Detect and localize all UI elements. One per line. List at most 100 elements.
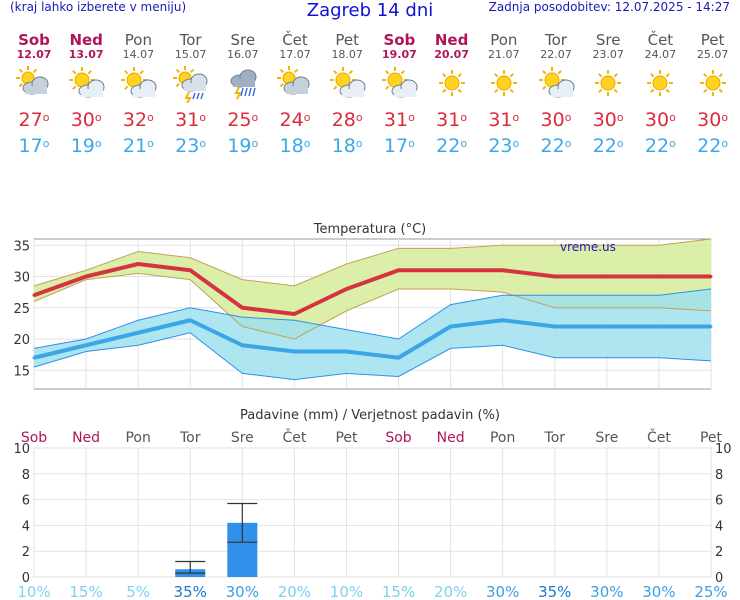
x-day-label: Sre — [231, 430, 254, 446]
probability-label: 35% — [174, 583, 207, 600]
y-tick-label-right: 0 — [715, 571, 723, 586]
min-temp: 21o — [122, 135, 154, 157]
min-temp-point — [188, 318, 192, 322]
chart-title: Padavine (mm) / Verjetnost padavin (%) — [240, 408, 500, 423]
day-column: Čet 24.07 30o 22o — [634, 31, 686, 158]
x-day-label: Sre — [595, 430, 618, 446]
min-temp-point — [501, 318, 505, 322]
max-band-edge — [33, 238, 712, 287]
day-date: 15.07 — [174, 48, 207, 61]
max-temp-point — [32, 293, 36, 297]
day-name: Ned — [69, 31, 103, 49]
max-temp-point — [188, 268, 192, 272]
day-name: Pet — [335, 31, 359, 49]
day-name: Tor — [545, 31, 567, 49]
min-temp-point — [136, 331, 140, 335]
min-temp: 23o — [488, 135, 520, 157]
min-temp-point — [32, 356, 36, 360]
location-hint[interactable]: (kraj lahko izberete v meniju) — [10, 0, 187, 14]
day-date: 18.07 — [331, 48, 363, 61]
x-day-label: Tor — [179, 430, 201, 446]
min-temp-point — [553, 325, 557, 328]
day-date: 24.07 — [644, 48, 677, 61]
max-temp: 24o — [279, 109, 311, 131]
day-column: Tor 22.07 30o 22o — [530, 32, 582, 157]
last-update: Zadnja posodobitev: 12.07.2025 - 14:27 — [488, 0, 730, 14]
max-temp-line — [33, 262, 711, 316]
max-temp: 30o — [592, 109, 624, 131]
min-temp: 22o — [697, 135, 729, 157]
min-temp: 22o — [592, 135, 624, 157]
day-name: Tor — [179, 31, 202, 49]
min-temp: 22o — [540, 135, 572, 157]
probability-label: 25% — [694, 583, 727, 600]
y-tick-label: 20 — [13, 333, 30, 348]
min-temp-line — [33, 318, 711, 360]
max-temp: 31o — [436, 109, 468, 131]
max-temp-point — [397, 268, 401, 272]
max-temp-point — [605, 275, 609, 278]
sun-cloud-icon — [330, 67, 366, 98]
min-temp: 22o — [436, 135, 468, 157]
min-temp-point — [657, 325, 661, 328]
sun-icon — [438, 70, 465, 96]
max-temp-point — [136, 262, 140, 266]
max-temp-point — [709, 275, 713, 278]
max-temp-point — [553, 275, 557, 278]
day-column: Pet 18.07 28o 18o — [321, 32, 373, 157]
max-temp: 25o — [227, 109, 259, 131]
day-column: Sob 12.07 27o 17o — [8, 32, 60, 157]
day-date: 13.07 — [68, 48, 104, 61]
max-temp: 31o — [175, 109, 207, 131]
min-temp: 19o — [70, 135, 102, 157]
x-day-label: Pet — [700, 430, 723, 446]
max-temp: 28o — [331, 109, 363, 131]
max-temp-point — [344, 287, 348, 291]
plot-area — [33, 447, 712, 578]
day-column: Sre 23.07 30o 22o — [582, 31, 634, 158]
day-column: Tor 15.07 31o 23o — [165, 32, 217, 157]
min-temp-point — [344, 350, 348, 353]
precipitation-chart: Padavine (mm) / Verjetnost padavin (%) So… — [13, 408, 731, 600]
day-column: Čet 17.07 24o 18o — [269, 32, 321, 157]
y-tick-label: 15 — [13, 364, 30, 379]
probability-label: 30% — [590, 583, 623, 600]
sun-icon — [647, 70, 674, 96]
min-temp-point — [397, 356, 401, 360]
min-temp: 17o — [18, 135, 50, 157]
max-temp: 30o — [70, 109, 102, 131]
day-name: Čet — [647, 31, 674, 49]
day-column: Sre 16.07 25o 19o — [217, 32, 269, 158]
day-column: Ned 13.07 30o 19o — [60, 32, 112, 157]
watermark: vreme.us — [560, 240, 616, 254]
max-temp: 31o — [488, 109, 520, 131]
x-day-label: Pon — [125, 430, 150, 446]
day-name: Sre — [595, 31, 621, 49]
day-date: 20.07 — [434, 48, 469, 61]
min-temp-point — [240, 343, 244, 347]
x-day-label: Tor — [544, 430, 566, 446]
day-name: Pon — [124, 31, 152, 49]
day-date: 22.07 — [540, 48, 572, 61]
min-temp-point — [292, 350, 296, 353]
day-date: 16.07 — [227, 48, 259, 61]
day-date: 12.07 — [16, 48, 52, 61]
max-temp-point — [501, 268, 505, 272]
day-name: Čet — [282, 31, 308, 49]
probability-label: 30% — [486, 583, 519, 600]
y-tick-label-right: 2 — [715, 545, 723, 560]
day-name: Ned — [434, 31, 469, 49]
y-tick-label: 6 — [22, 494, 30, 509]
header: (kraj lahko izberete v meniju) Zagreb 14… — [0, 0, 740, 24]
y-tick-label: 4 — [22, 519, 30, 534]
day-date: 17.07 — [279, 48, 311, 61]
x-day-label: Čet — [647, 428, 671, 446]
min-temp-point — [84, 343, 88, 347]
min-temp: 23o — [175, 135, 207, 157]
min-temp-point — [605, 325, 609, 328]
storm-cloud-icon — [230, 69, 257, 100]
x-day-label: Pon — [490, 430, 515, 446]
day-column: Pon 14.07 32o 21o — [112, 32, 164, 157]
sun-icon — [595, 70, 622, 96]
min-temp: 18o — [331, 135, 363, 157]
